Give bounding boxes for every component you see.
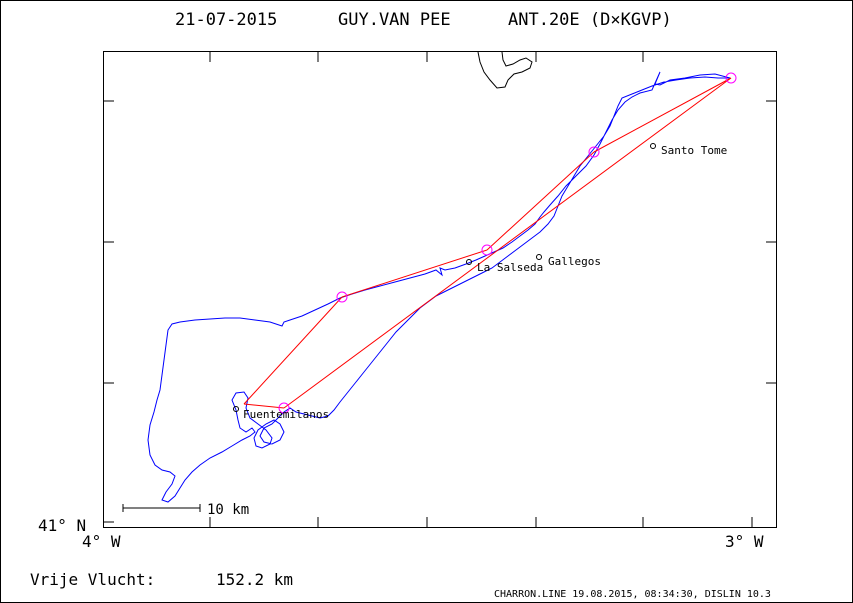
scale-bar-label: 10 km	[207, 502, 249, 518]
task-leg	[243, 403, 285, 409]
distance-value: 152.2 km	[216, 570, 293, 589]
region-boundary	[477, 51, 533, 89]
place-label: Santo Tome	[661, 144, 727, 157]
turnpoint-marker	[588, 146, 600, 158]
turnpoint-marker	[481, 244, 493, 256]
task-leg	[341, 249, 488, 298]
task-leg	[243, 296, 343, 405]
place-label: Gallegos	[548, 255, 601, 268]
lat-label: 41° N	[38, 516, 86, 535]
plot-frame	[103, 51, 777, 528]
header-date: 21-07-2015	[175, 10, 277, 30]
place-fuentemilanos: Fuentemilanos	[233, 406, 329, 421]
credits: CHARRON.LINE 19.08.2015, 08:34:30, DISLI…	[494, 589, 771, 600]
lon-left-label: 4° W	[82, 532, 121, 551]
task-leg	[593, 77, 732, 153]
turnpoint-marker	[725, 72, 737, 84]
lon-right-label: 3° W	[725, 532, 764, 551]
distance-label: Vrije Vlucht:	[30, 570, 155, 589]
task-leg	[283, 77, 732, 409]
task-leg	[486, 151, 595, 251]
task-lines	[243, 77, 732, 409]
place-marker	[466, 259, 472, 265]
place-santo-tome: Santo Tome	[650, 143, 727, 157]
turnpoint-marker	[336, 291, 348, 303]
place-gallegos: Gallegos	[536, 254, 601, 268]
place-marker	[650, 143, 656, 149]
header-glider: ANT.20E (D×KGVP)	[508, 10, 672, 30]
turnpoint-marker	[278, 402, 290, 414]
place-label: La Salseda	[477, 261, 543, 274]
place-la-salseda: La Salseda	[466, 259, 543, 274]
header-pilot: GUY.VAN PEE	[338, 10, 451, 30]
scale-bar: 10 km	[122, 502, 249, 518]
axis-ticks	[104, 52, 776, 527]
place-label: Fuentemilanos	[243, 408, 329, 421]
flight-track	[147, 71, 731, 503]
place-marker	[233, 406, 239, 412]
turnpoints	[278, 72, 737, 414]
place-marker	[536, 254, 542, 260]
